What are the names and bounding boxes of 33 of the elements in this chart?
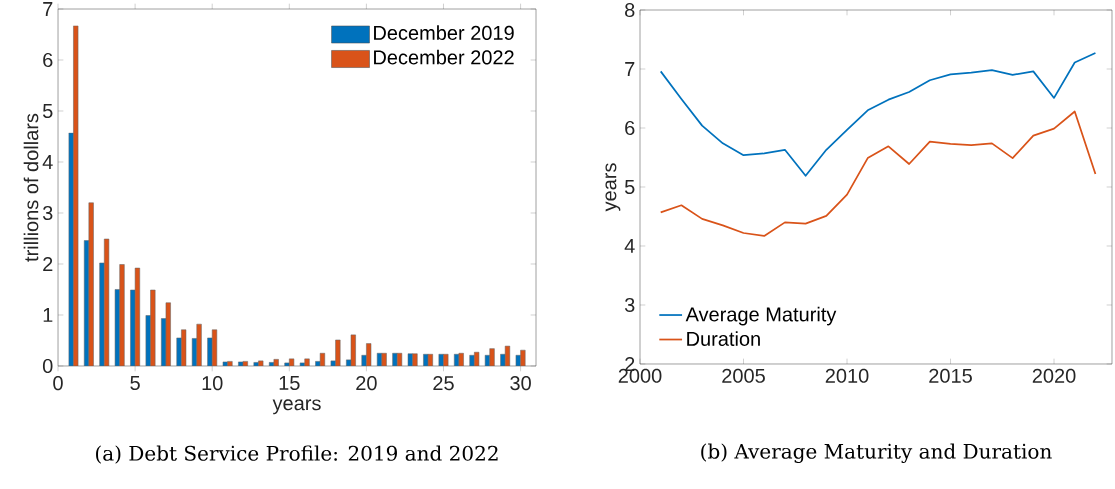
x-tick-label: 2020 — [1032, 368, 1076, 383]
y-axis-title: years — [605, 163, 621, 212]
y-tick-label: 4 — [42, 155, 53, 169]
x-tick-label: 15 — [279, 376, 300, 390]
legend-label: Average Maturity — [685, 306, 837, 326]
y-tick-label: 5 — [42, 104, 53, 118]
x-tick-label: 5 — [130, 376, 140, 390]
y-axis-title: trillions of dollars — [23, 113, 39, 262]
y-tick-label: 4 — [624, 239, 635, 253]
y-tick-label: 2 — [43, 257, 53, 271]
x-tick-label: 30 — [510, 376, 531, 391]
y-tick-label: 6 — [43, 52, 53, 68]
legend-label: December 2019 — [374, 25, 514, 40]
y-tick-label: 1 — [43, 308, 53, 322]
x-tick-label: 25 — [433, 376, 454, 391]
legend-label: December 2022 — [374, 49, 514, 65]
legend-label: Duration — [687, 331, 760, 346]
x-tick-label: 10 — [202, 376, 223, 391]
x-axis-title: years — [272, 399, 321, 415]
y-tick-label: 3 — [624, 297, 635, 313]
text: (b) Average Maturity and Duration — [701, 443, 1052, 463]
y-tick-label: 7 — [43, 2, 53, 16]
x-tick-label: 20 — [356, 376, 377, 391]
y-tick-label: 3 — [42, 205, 53, 221]
y-tick-label: 5 — [624, 180, 635, 194]
y-tick-label: 7 — [625, 62, 635, 76]
x-tick-label: 2015 — [929, 368, 972, 383]
text: (a) Debt Service Profile: 2019 and 2022 — [96, 445, 498, 464]
x-tick-label: 2010 — [825, 368, 869, 383]
y-tick-label: 8 — [625, 2, 635, 18]
y-tick-label: 6 — [625, 120, 635, 136]
x-tick-label: 0 — [53, 376, 63, 391]
x-tick-label: 2005 — [722, 368, 765, 383]
